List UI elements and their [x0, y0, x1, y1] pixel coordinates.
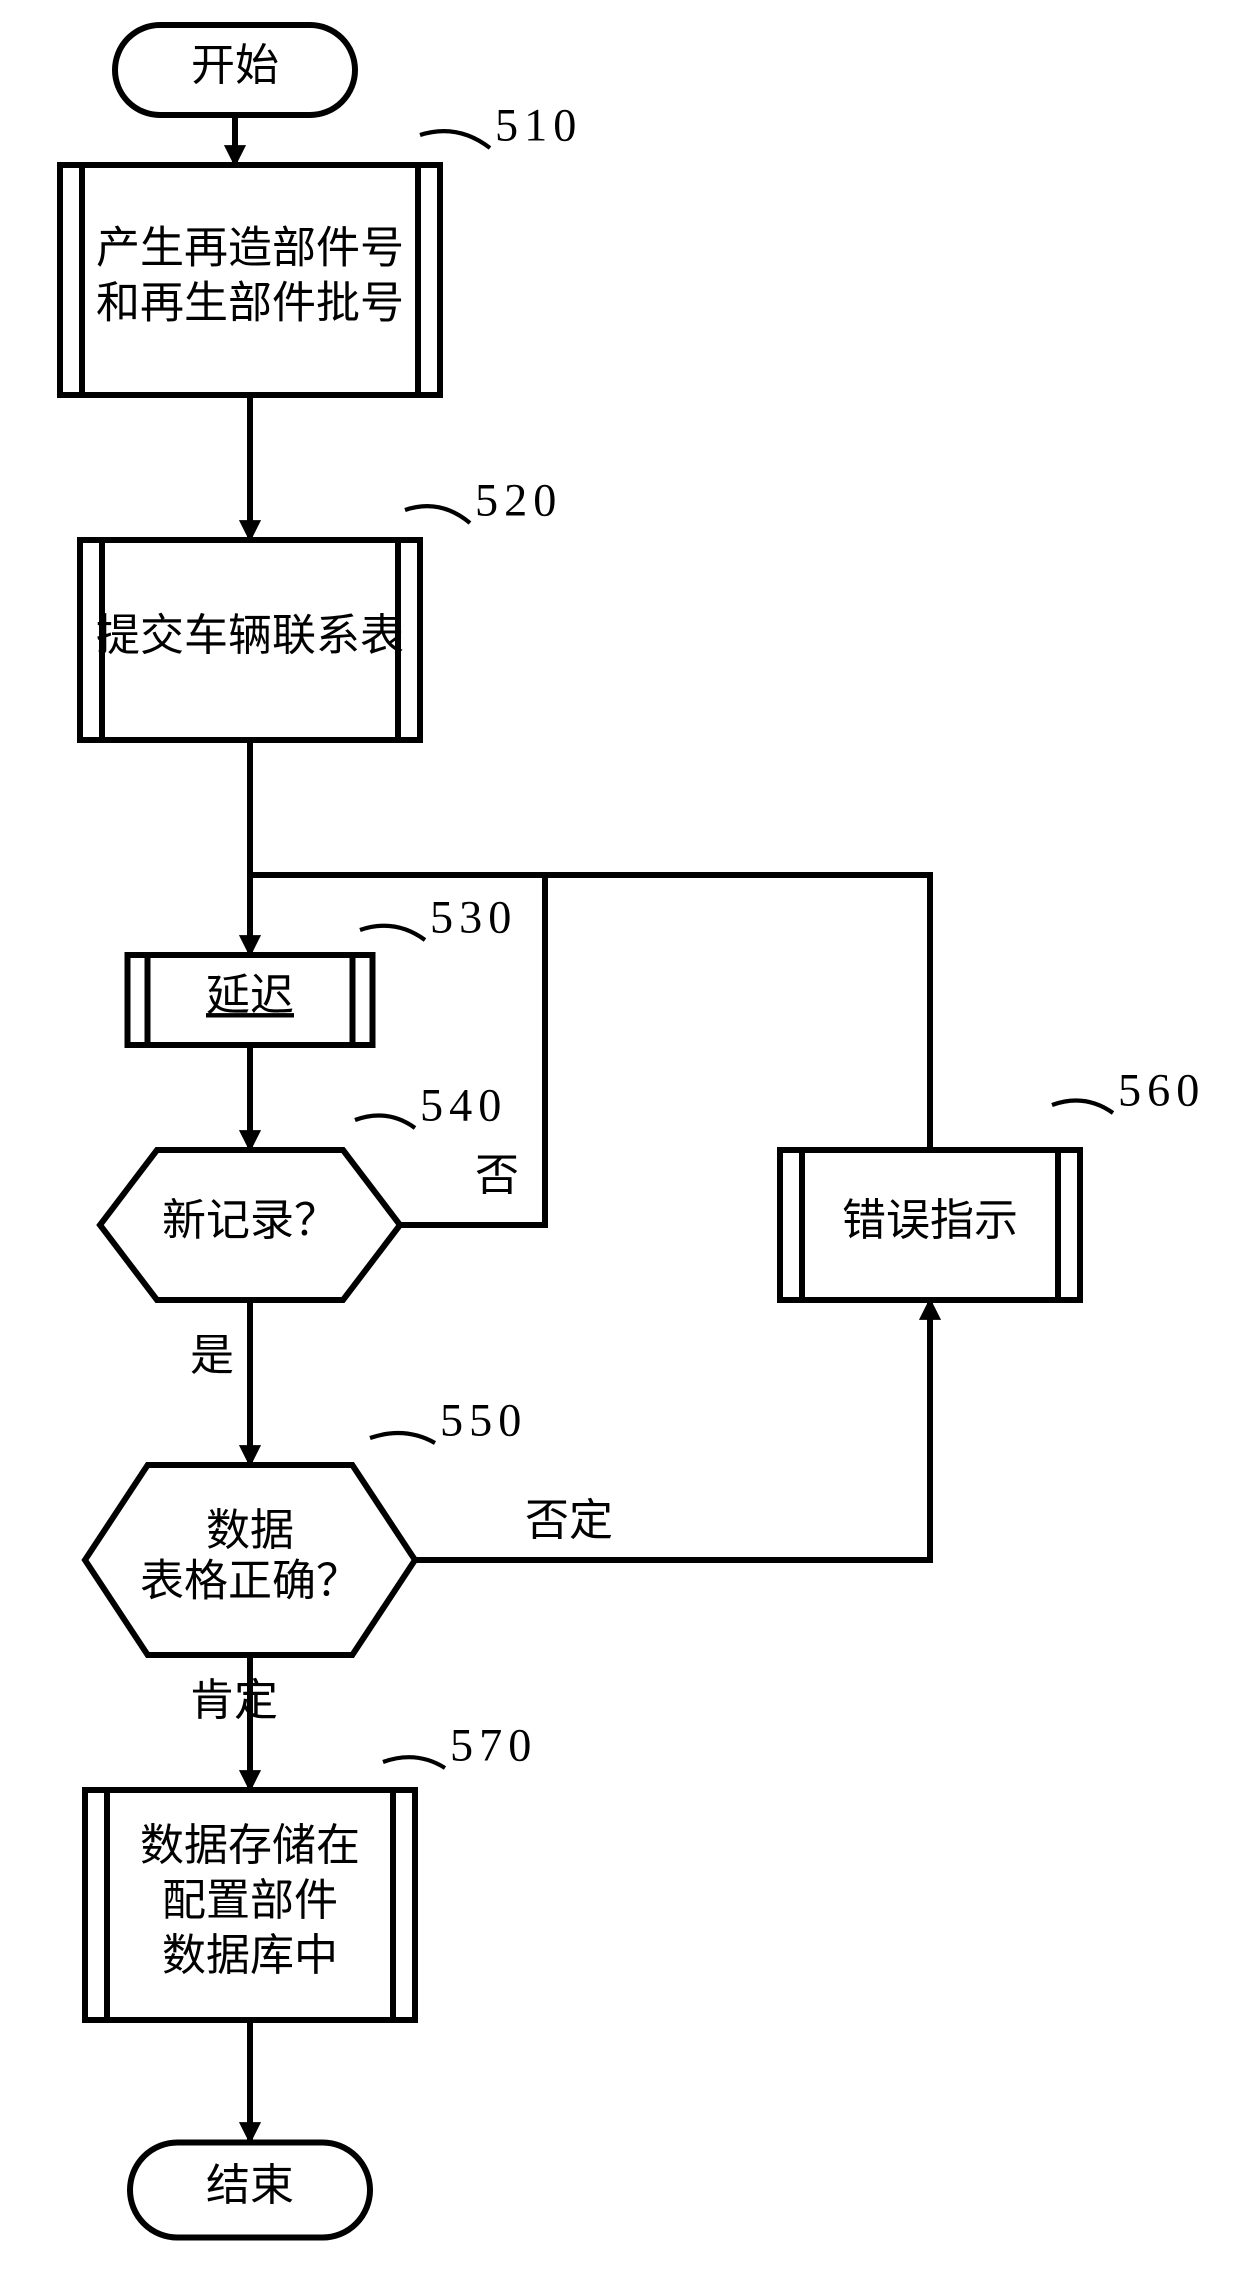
svg-text:数据: 数据	[206, 1506, 294, 1555]
svg-text:开始: 开始	[191, 41, 279, 90]
svg-text:表格正确？: 表格正确？	[140, 1556, 360, 1605]
svg-text:结束: 结束	[206, 2161, 294, 2210]
svg-text:产生再造部件号: 产生再造部件号	[96, 224, 404, 273]
svg-text:是: 是	[190, 1331, 234, 1380]
svg-text:570: 570	[450, 1720, 537, 1771]
svg-text:数据库中: 数据库中	[162, 1931, 338, 1980]
flowchart-svg: 开始产生再造部件号和再生部件批号 510 提交车辆联系表 520 延迟 530 新记录？ 54…	[0, 0, 1235, 2286]
svg-text:560: 560	[1118, 1065, 1205, 1116]
svg-text:提交车辆联系表: 提交车辆联系表	[96, 611, 404, 660]
svg-text:肯定: 肯定	[190, 1676, 278, 1725]
svg-text:延迟: 延迟	[206, 971, 294, 1020]
svg-text:错误指示: 错误指示	[842, 1196, 1018, 1245]
svg-text:新记录？: 新记录？	[162, 1196, 338, 1245]
svg-text:否定: 否定	[525, 1496, 613, 1545]
svg-text:和再生部件批号: 和再生部件批号	[96, 279, 404, 328]
svg-text:配置部件: 配置部件	[162, 1876, 338, 1925]
svg-text:540: 540	[420, 1080, 507, 1131]
svg-text:510: 510	[495, 100, 582, 151]
svg-text:530: 530	[430, 892, 517, 943]
svg-text:550: 550	[440, 1395, 527, 1446]
svg-text:数据存储在: 数据存储在	[140, 1821, 360, 1870]
svg-text:520: 520	[475, 475, 562, 526]
svg-text:否: 否	[475, 1151, 519, 1200]
